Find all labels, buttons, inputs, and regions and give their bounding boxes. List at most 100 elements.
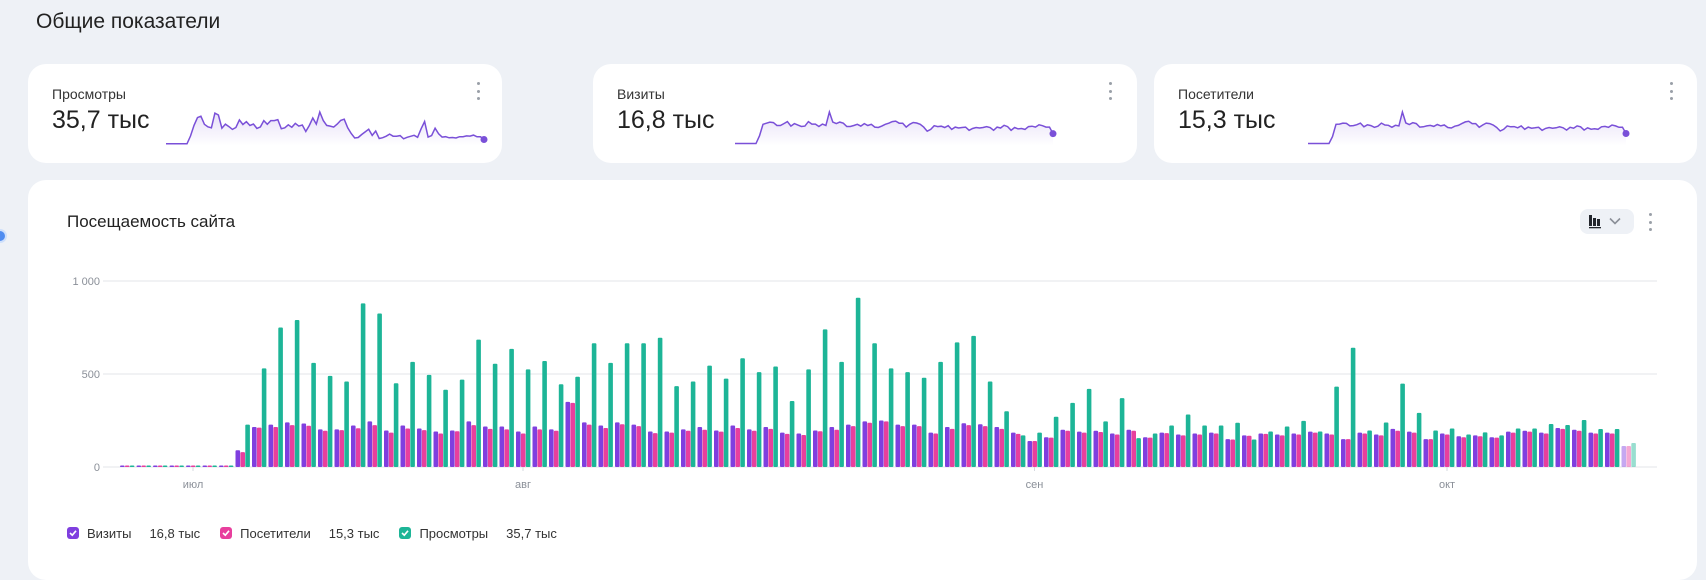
bar-visitors[interactable] (1131, 430, 1136, 467)
bar-views[interactable] (162, 465, 168, 468)
bar-visitors[interactable] (933, 433, 938, 467)
bar-views[interactable] (1367, 430, 1372, 467)
bar-visits[interactable] (235, 450, 241, 467)
bar-visits[interactable] (252, 427, 257, 467)
bar-visits[interactable] (1440, 433, 1445, 467)
metric-card-visitors[interactable]: Посетители 15,3 тыс (1154, 64, 1697, 163)
bar-visitors[interactable] (1428, 439, 1433, 467)
bar-visits[interactable] (714, 430, 719, 467)
bar-visitors[interactable] (1560, 428, 1565, 467)
bar-visitors[interactable] (685, 430, 691, 467)
bar-visits[interactable] (1159, 432, 1165, 467)
bar-visitors[interactable] (1312, 432, 1318, 467)
bar-visitors[interactable] (1329, 434, 1334, 467)
bar-visitors[interactable] (636, 426, 641, 467)
bar-visits[interactable] (1126, 429, 1132, 467)
bar-visits[interactable] (219, 465, 224, 468)
bar-visits[interactable] (615, 422, 620, 467)
bar-visitors[interactable] (141, 465, 146, 468)
bar-visits[interactable] (1077, 431, 1082, 467)
bar-visits[interactable] (450, 430, 455, 467)
bar-visits[interactable] (1258, 433, 1264, 467)
checkbox-checked-icon[interactable] (220, 527, 233, 539)
bar-visits[interactable] (1110, 433, 1115, 467)
bar-views[interactable] (212, 465, 217, 468)
bar-views[interactable] (888, 368, 894, 467)
bar-visits[interactable] (1522, 430, 1528, 467)
bar-views[interactable] (1119, 398, 1125, 467)
bar-views[interactable] (311, 362, 316, 467)
bar-views[interactable] (591, 343, 597, 467)
bar-views[interactable] (872, 343, 877, 467)
bar-views[interactable] (129, 465, 135, 468)
bar-views[interactable] (938, 361, 943, 467)
bar-views[interactable] (1350, 347, 1356, 467)
bar-visits[interactable] (285, 422, 290, 467)
metric-card-views[interactable]: Просмотры 35,7 тыс (28, 64, 502, 163)
bar-views[interactable] (1004, 411, 1009, 467)
bar-views[interactable] (228, 465, 234, 468)
bar-visits[interactable] (1489, 437, 1495, 467)
more-options-icon[interactable] (475, 82, 481, 100)
bar-visitors[interactable] (735, 427, 740, 467)
bar-visits[interactable] (648, 431, 653, 467)
bar-visitors[interactable] (718, 431, 724, 467)
bar-visitors[interactable] (1345, 439, 1351, 467)
bar-visitors[interactable] (487, 428, 493, 467)
bar-visitors[interactable] (1279, 435, 1285, 467)
bar-visitors[interactable] (1395, 430, 1400, 467)
bar-visitors[interactable] (537, 429, 542, 467)
bar-visitors[interactable] (652, 433, 658, 467)
bar-visitors[interactable] (1048, 437, 1054, 467)
bar-visitors[interactable] (1098, 432, 1103, 467)
bar-views[interactable] (525, 369, 531, 467)
bar-visits[interactable] (813, 430, 818, 467)
bar-views[interactable] (1383, 422, 1389, 467)
bar-visits[interactable] (631, 424, 637, 467)
bar-visitors[interactable] (1593, 433, 1598, 467)
bar-views[interactable] (393, 383, 399, 467)
bar-views[interactable] (1466, 434, 1471, 467)
bar-visitors[interactable] (207, 465, 212, 468)
bar-visits[interactable] (532, 426, 538, 467)
bar-visits[interactable] (516, 431, 521, 467)
bar-visits[interactable] (433, 431, 439, 467)
bar-views[interactable] (1136, 438, 1141, 467)
bar-visitors[interactable] (1378, 435, 1384, 467)
bar-visits[interactable] (1027, 440, 1033, 467)
bar-views[interactable] (1334, 386, 1339, 467)
bar-visits[interactable] (186, 465, 191, 468)
bar-visits[interactable] (1357, 432, 1363, 467)
bar-views[interactable] (542, 360, 547, 467)
bar-visitors[interactable] (570, 402, 575, 467)
bar-visits[interactable] (1407, 431, 1412, 467)
more-options-icon[interactable] (1668, 82, 1674, 100)
bar-visitors[interactable] (553, 430, 559, 467)
bar-visits[interactable] (681, 429, 686, 467)
bar-visitors[interactable] (1609, 433, 1615, 467)
bar-visitors[interactable] (355, 428, 361, 467)
bar-visits[interactable] (1605, 432, 1610, 467)
bar-visitors[interactable] (1230, 439, 1235, 467)
bar-views[interactable] (1185, 414, 1191, 467)
bar-visits[interactable] (318, 429, 323, 467)
bar-views[interactable] (575, 376, 580, 467)
bar-views[interactable] (608, 362, 613, 467)
bar-visits[interactable] (664, 431, 670, 467)
bar-visitors[interactable] (289, 425, 295, 467)
bar-visitors[interactable] (1180, 435, 1186, 467)
bar-views[interactable] (1499, 435, 1504, 467)
bar-visitors[interactable] (1527, 431, 1532, 467)
bar-views[interactable] (179, 465, 184, 468)
bar-visitors[interactable] (751, 430, 757, 467)
bar-visits[interactable] (334, 429, 340, 467)
bar-visitors[interactable] (669, 432, 674, 467)
bar-visitors[interactable] (867, 422, 872, 467)
bar-views[interactable] (1482, 432, 1488, 467)
bar-visitors[interactable] (603, 427, 608, 467)
bar-visitors[interactable] (405, 428, 410, 467)
bar-visits[interactable] (1539, 432, 1544, 467)
bar-views[interactable] (245, 424, 250, 467)
more-options-icon[interactable] (1107, 82, 1113, 100)
bar-visits[interactable] (895, 424, 901, 467)
